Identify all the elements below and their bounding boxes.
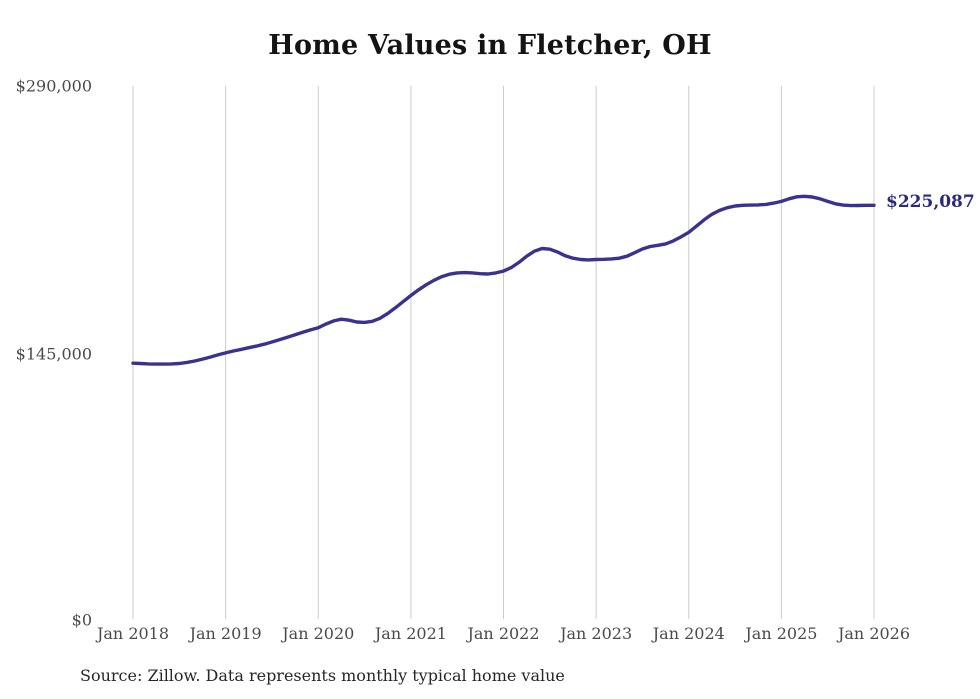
y-tick-label-0: $0 [71,610,92,630]
x-tick-label-jan-2023: Jan 2023 [560,624,633,643]
source-note: Source: Zillow. Data represents monthly … [80,666,565,685]
x-tick-label-jan-2021: Jan 2021 [374,624,447,643]
x-tick-label-jan-2026: Jan 2026 [837,624,911,643]
x-tick-label-jan-2019: Jan 2019 [189,624,262,643]
y-tick-label-145000: $145,000 [15,344,92,364]
x-tick-label-jan-2024: Jan 2024 [652,624,725,643]
latest-value-label: $225,087 [886,192,975,212]
x-tick-label-jan-2018: Jan 2018 [96,624,170,643]
y-tick-label-290000: $290,000 [15,76,92,96]
x-tick-label-jan-2022: Jan 2022 [467,624,540,643]
home-value-line [131,194,876,366]
x-tick-label-jan-2020: Jan 2020 [282,624,355,643]
x-tick-label-jan-2025: Jan 2025 [745,624,818,643]
chart-title: Home Values in Fletcher, OH [268,30,712,61]
